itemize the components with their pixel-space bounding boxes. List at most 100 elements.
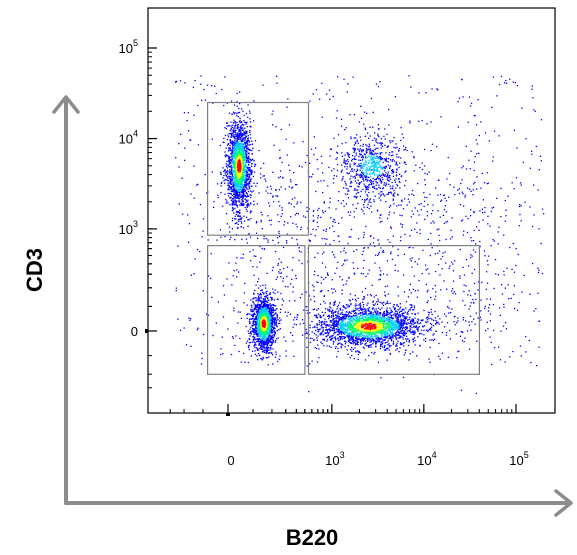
data-point [487, 223, 489, 225]
data-point [396, 175, 398, 177]
data-point [299, 297, 302, 299]
data-point [428, 312, 430, 314]
data-point [226, 179, 229, 181]
data-point [368, 355, 370, 357]
data-point [241, 190, 243, 192]
data-point [351, 350, 353, 352]
data-point [365, 275, 367, 278]
data-point [390, 345, 392, 347]
data-point [258, 192, 260, 194]
data-point [250, 172, 252, 175]
data-point [231, 176, 233, 178]
data-point [231, 161, 234, 163]
data-point [332, 221, 334, 223]
data-point [333, 288, 335, 290]
data-point [423, 325, 426, 327]
data-point [233, 307, 235, 309]
data-point [229, 180, 232, 182]
data-point [349, 185, 351, 187]
data-point [272, 110, 274, 112]
data-point [481, 208, 483, 210]
data-point [335, 346, 337, 348]
data-point [469, 168, 471, 170]
data-point [258, 305, 260, 307]
data-point [382, 325, 385, 327]
data-point [427, 321, 429, 323]
data-point [354, 150, 356, 152]
data-point [482, 199, 484, 201]
data-point [422, 319, 424, 321]
data-point [261, 307, 263, 309]
data-point [244, 184, 246, 186]
data-point [321, 320, 324, 323]
data-point [368, 314, 370, 316]
data-point [252, 335, 254, 337]
data-point [244, 164, 246, 166]
data-point [246, 161, 248, 163]
data-point [400, 324, 403, 327]
data-point [424, 196, 426, 198]
data-point [372, 183, 375, 185]
data-point [270, 346, 272, 349]
data-point [418, 333, 421, 335]
data-point [520, 184, 522, 186]
data-point [518, 302, 520, 304]
data-point [231, 160, 233, 162]
data-point [242, 129, 244, 131]
data-point [474, 323, 476, 325]
data-point [376, 316, 378, 318]
data-point [255, 300, 257, 302]
data-point [241, 138, 244, 140]
data-point [370, 149, 372, 151]
data-point [232, 141, 234, 143]
data-point [333, 326, 335, 328]
data-point [486, 271, 488, 273]
data-point [242, 197, 244, 199]
data-point [476, 226, 478, 228]
data-point [313, 339, 315, 341]
data-point [313, 289, 315, 291]
data-point [257, 309, 259, 312]
data-point [256, 237, 259, 239]
data-point [430, 213, 433, 215]
data-point [248, 344, 250, 347]
data-point [437, 252, 439, 254]
data-point [267, 297, 269, 300]
data-point [264, 349, 266, 351]
data-point [364, 191, 367, 193]
data-point [251, 140, 253, 142]
data-point [236, 105, 238, 107]
data-point [229, 178, 231, 180]
data-point [267, 297, 269, 299]
data-point [270, 319, 272, 322]
data-point [271, 304, 273, 306]
data-point [233, 182, 235, 184]
data-point [393, 335, 395, 337]
data-point [266, 349, 268, 351]
data-point [374, 340, 377, 342]
data-point [232, 150, 234, 152]
data-point [397, 326, 400, 328]
data-point [327, 309, 329, 312]
data-point [231, 175, 233, 177]
data-point [402, 137, 404, 139]
data-point [352, 341, 354, 343]
data-point [448, 307, 450, 309]
data-point [451, 288, 454, 290]
data-point [373, 308, 375, 310]
data-point [235, 262, 237, 264]
data-point [355, 193, 357, 195]
data-point [321, 253, 324, 255]
data-point [453, 186, 455, 188]
data-point [193, 165, 195, 167]
data-point [358, 149, 360, 151]
data-point [251, 152, 253, 155]
data-point [212, 334, 214, 337]
data-point [464, 196, 466, 198]
data-point [247, 190, 250, 193]
data-point [399, 315, 401, 317]
data-point [225, 163, 227, 165]
data-point [248, 332, 250, 335]
data-point [221, 336, 223, 338]
data-point [315, 316, 317, 318]
